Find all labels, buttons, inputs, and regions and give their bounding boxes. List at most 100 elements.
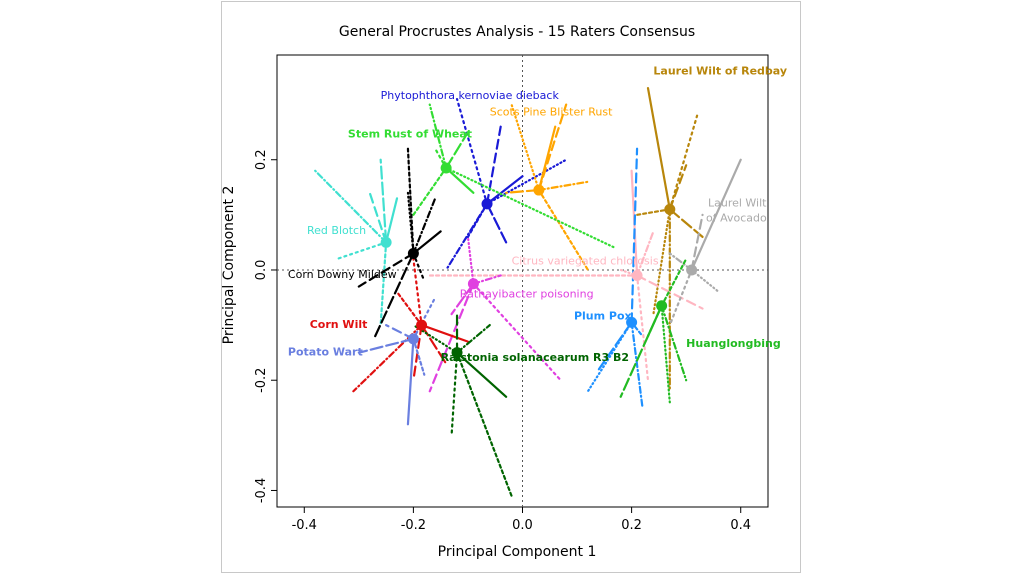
rater-ray xyxy=(690,158,742,272)
rater-ray xyxy=(455,97,489,205)
x-axis-label: Principal Component 1 xyxy=(438,544,597,560)
point-label: Plum Pox xyxy=(574,310,632,323)
rater-ray xyxy=(646,86,671,211)
rater-ray xyxy=(485,175,524,205)
point-label: Huanglongbing xyxy=(686,337,781,350)
x-tick-label: -0.2 xyxy=(401,518,426,533)
rater-ray xyxy=(466,235,475,285)
consensus-point xyxy=(686,264,698,276)
rater-ray xyxy=(668,268,693,327)
point-label: Stem Rust of Wheat xyxy=(348,128,472,141)
rater-ray xyxy=(379,158,388,244)
x-tick-label: 0.2 xyxy=(621,518,642,533)
rater-ray xyxy=(385,197,399,244)
rater-ray xyxy=(635,208,671,216)
consensus-point xyxy=(407,333,419,345)
rater-ray xyxy=(635,274,650,382)
rater-ray xyxy=(412,296,437,340)
rater-ray xyxy=(597,321,633,371)
consensus-point xyxy=(416,319,428,331)
rater-ray xyxy=(668,114,699,211)
rater-ray xyxy=(537,180,590,192)
rater-ray xyxy=(445,131,470,170)
rater-ray xyxy=(537,188,590,272)
rater-ray xyxy=(434,147,448,170)
rater-ray xyxy=(428,103,448,170)
rater-ray xyxy=(635,230,655,277)
rater-ray xyxy=(368,191,388,244)
rater-ray xyxy=(420,323,448,365)
rater-ray xyxy=(652,208,671,316)
rater-ray xyxy=(485,158,568,205)
rater-ray xyxy=(412,230,442,255)
rater-ray xyxy=(485,202,508,244)
rater-ray xyxy=(586,321,633,393)
rater-ray xyxy=(690,268,721,294)
point-labels: Laurel Wilt of Redbay Phytophthora kernov… xyxy=(288,64,787,364)
consensus-point xyxy=(631,269,643,281)
point-label: Ralstonia solanacearum R3 B2 xyxy=(441,351,629,364)
rater-ray xyxy=(420,323,470,343)
consensus-point xyxy=(467,278,479,290)
point-label: Laurel Wilt of Avocado xyxy=(706,197,767,225)
y-tick-label: 0.2 xyxy=(254,149,269,170)
rater-ray xyxy=(450,351,459,437)
consensus-point xyxy=(656,300,668,312)
rater-ray xyxy=(635,274,704,310)
rater-ray xyxy=(455,323,491,354)
rater-ray xyxy=(660,304,688,382)
rater-ray xyxy=(412,257,423,327)
rater-ray xyxy=(472,282,562,382)
x-tick-label: 0.4 xyxy=(730,518,751,533)
rater-ray xyxy=(412,166,448,216)
y-tick-label: 0.0 xyxy=(254,260,269,281)
rater-ray xyxy=(412,337,426,376)
rater-ray xyxy=(445,166,475,194)
rater-ray xyxy=(660,304,671,404)
point-label: Phytophthora kernoviae dieback xyxy=(381,89,560,102)
point-label: Laurel Wilt of Redbay xyxy=(653,64,787,77)
point-label: Citrus variegated chlorosis xyxy=(512,254,659,267)
point-label: Corn Downy Mildew xyxy=(288,268,397,281)
consensus-points xyxy=(380,162,698,359)
rater-ray xyxy=(450,282,475,316)
rater-ray xyxy=(485,125,502,205)
x-tick-label: 0.0 xyxy=(512,518,533,533)
y-axis: -0.4 -0.2 0.0 0.2 xyxy=(254,149,277,503)
rater-ray xyxy=(455,351,513,498)
rater-ray xyxy=(690,213,704,272)
consensus-point xyxy=(407,247,419,259)
rater-ray xyxy=(630,321,644,409)
rater-ray xyxy=(646,304,663,338)
rater-ray xyxy=(619,268,639,277)
point-label: Red Blotch xyxy=(307,224,366,237)
x-tick-label: -0.4 xyxy=(292,518,317,533)
rater-rays xyxy=(314,86,742,498)
chart-frame xyxy=(221,1,801,573)
consensus-point xyxy=(451,347,463,359)
rater-ray xyxy=(335,241,388,261)
point-label: Potato Wart xyxy=(288,345,363,358)
rater-ray xyxy=(357,252,415,288)
rater-ray xyxy=(537,125,557,192)
consensus-point xyxy=(380,236,392,248)
rater-ray xyxy=(445,166,617,250)
rater-ray xyxy=(406,337,415,426)
rater-ray xyxy=(510,103,540,192)
y-axis-label: Principal Component 2 xyxy=(221,186,237,345)
rater-ray xyxy=(374,252,415,338)
x-axis: -0.4 -0.2 0.0 0.2 0.4 xyxy=(292,507,751,533)
rater-ray xyxy=(466,202,489,239)
rater-ray xyxy=(668,164,688,211)
point-label: Scots Pine Blister Rust xyxy=(490,106,613,119)
rater-ray xyxy=(668,208,704,239)
consensus-point xyxy=(626,316,638,328)
point-label: Corn Wilt xyxy=(310,318,368,331)
consensus-point xyxy=(533,184,545,196)
rater-ray xyxy=(455,351,508,398)
rater-ray xyxy=(314,169,388,244)
reference-lines xyxy=(277,55,768,507)
consensus-point xyxy=(664,203,676,215)
consensus-point xyxy=(481,198,493,210)
